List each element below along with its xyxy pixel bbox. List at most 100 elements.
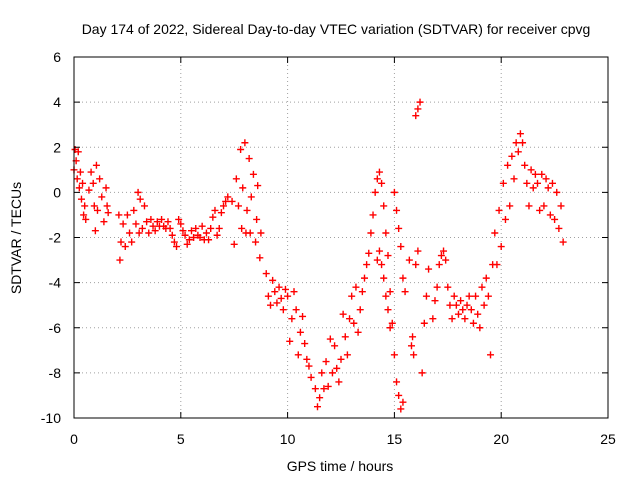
- data-point: [320, 385, 328, 393]
- data-point: [134, 188, 142, 196]
- data-point: [254, 182, 262, 190]
- data-point: [405, 256, 413, 264]
- data-point: [525, 202, 533, 210]
- data-point: [337, 355, 345, 363]
- data-point: [222, 197, 230, 205]
- data-point: [534, 179, 542, 187]
- data-point: [132, 220, 140, 228]
- data-point: [463, 301, 471, 309]
- data-point: [224, 193, 232, 201]
- data-point: [247, 193, 255, 201]
- data-point: [324, 382, 332, 390]
- y-tick-label: -10: [41, 410, 61, 426]
- data-point: [358, 288, 366, 296]
- data-point: [551, 215, 559, 223]
- data-point: [478, 283, 486, 291]
- data-point: [416, 98, 424, 106]
- data-point: [116, 256, 124, 264]
- data-point: [185, 236, 193, 244]
- data-point: [164, 218, 172, 226]
- y-tick-label: -4: [49, 275, 62, 291]
- data-point: [480, 301, 488, 309]
- y-tick-label: 4: [53, 94, 61, 110]
- data-point: [482, 274, 490, 282]
- data-point: [542, 175, 550, 183]
- data-point: [461, 315, 469, 323]
- data-point: [363, 261, 371, 269]
- data-point: [138, 224, 146, 232]
- data-point: [145, 229, 153, 237]
- data-point: [356, 306, 364, 314]
- data-point: [90, 202, 98, 210]
- data-point: [497, 243, 505, 251]
- data-point: [433, 283, 441, 291]
- data-point: [548, 179, 556, 187]
- data-point: [87, 168, 95, 176]
- data-point: [397, 243, 405, 251]
- data-point: [360, 274, 368, 282]
- data-point: [446, 301, 454, 309]
- data-point: [100, 218, 108, 226]
- data-point: [553, 188, 561, 196]
- data-point: [495, 206, 503, 214]
- data-point: [371, 188, 379, 196]
- data-point: [409, 333, 417, 341]
- y-tick-label: -6: [49, 320, 62, 336]
- data-point: [527, 166, 535, 174]
- data-point: [98, 193, 106, 201]
- data-point: [104, 209, 112, 217]
- data-point: [491, 229, 499, 237]
- data-point: [303, 355, 311, 363]
- y-tick-label: 2: [53, 139, 61, 155]
- data-point: [284, 292, 292, 300]
- data-point: [469, 319, 477, 327]
- data-point: [437, 252, 445, 260]
- data-point: [521, 161, 529, 169]
- data-point: [207, 224, 215, 232]
- data-point: [365, 249, 373, 257]
- data-point: [380, 274, 388, 282]
- data-point: [346, 315, 354, 323]
- data-point: [153, 218, 161, 226]
- data-point: [412, 261, 420, 269]
- data-point: [555, 224, 563, 232]
- data-point: [121, 243, 129, 251]
- data-point: [183, 240, 191, 248]
- x-tick-label: 5: [177, 431, 185, 447]
- x-tick-label: 10: [280, 431, 296, 447]
- data-point: [414, 105, 422, 113]
- data-point: [420, 319, 428, 327]
- data-point: [316, 394, 324, 402]
- data-point: [412, 112, 420, 120]
- data-point: [519, 139, 527, 147]
- data-point: [322, 358, 330, 366]
- data-point: [510, 175, 518, 183]
- data-point: [390, 351, 398, 359]
- data-point: [506, 202, 514, 210]
- data-point: [375, 168, 383, 176]
- data-point: [243, 206, 251, 214]
- data-point: [166, 224, 174, 232]
- data-point: [390, 188, 398, 196]
- data-point: [299, 312, 307, 320]
- data-point: [82, 215, 90, 223]
- data-point: [130, 206, 138, 214]
- y-tick-label: 0: [53, 184, 61, 200]
- data-point: [431, 297, 439, 305]
- data-point: [373, 256, 381, 264]
- data-point: [294, 351, 302, 359]
- data-point: [115, 211, 123, 219]
- data-point: [103, 202, 111, 210]
- data-point: [410, 351, 418, 359]
- data-point: [435, 261, 443, 269]
- data-point: [75, 184, 83, 192]
- data-point: [422, 292, 430, 300]
- data-point: [467, 306, 475, 314]
- data-point: [512, 139, 520, 147]
- data-point: [382, 229, 390, 237]
- data-point: [168, 231, 176, 239]
- data-point: [175, 215, 183, 223]
- data-point: [536, 206, 544, 214]
- x-axis-label: GPS time / hours: [287, 458, 394, 474]
- data-point: [252, 238, 260, 246]
